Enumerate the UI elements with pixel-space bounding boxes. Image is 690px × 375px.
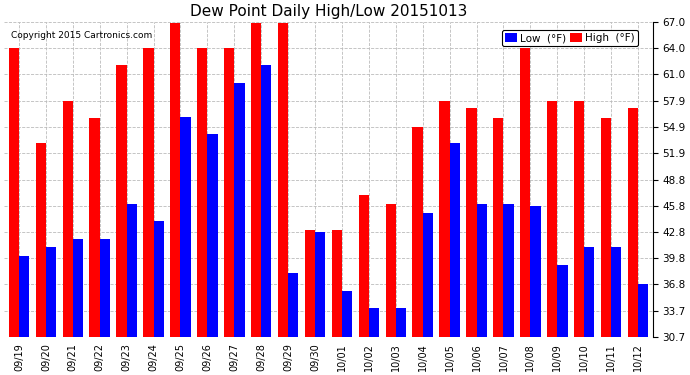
Bar — [342, 291, 352, 337]
Bar — [288, 273, 298, 337]
Legend: Low  (°F), High  (°F): Low (°F), High (°F) — [502, 30, 638, 46]
Bar — [601, 118, 611, 337]
Bar — [262, 65, 271, 337]
Bar — [208, 135, 217, 337]
Bar — [520, 48, 531, 337]
Bar — [90, 118, 100, 337]
Bar — [628, 108, 638, 337]
Bar — [369, 308, 379, 337]
Text: Copyright 2015 Cartronics.com: Copyright 2015 Cartronics.com — [10, 31, 152, 40]
Bar — [63, 100, 73, 337]
Bar — [73, 238, 83, 337]
Bar — [305, 230, 315, 337]
Bar — [170, 22, 181, 337]
Bar — [504, 204, 513, 337]
Bar — [493, 118, 504, 337]
Bar — [197, 48, 208, 337]
Bar — [144, 48, 154, 337]
Bar — [547, 100, 558, 337]
Bar — [36, 143, 46, 337]
Bar — [359, 195, 369, 337]
Bar — [19, 256, 29, 337]
Bar — [584, 247, 595, 337]
Bar — [396, 308, 406, 337]
Bar — [638, 284, 649, 337]
Bar — [9, 48, 19, 337]
Bar — [386, 204, 396, 337]
Bar — [127, 204, 137, 337]
Bar — [251, 22, 262, 337]
Bar — [235, 83, 244, 337]
Bar — [154, 221, 164, 337]
Bar — [46, 247, 56, 337]
Bar — [440, 100, 450, 337]
Bar — [181, 117, 190, 337]
Bar — [117, 65, 127, 337]
Bar — [477, 204, 486, 337]
Bar — [100, 238, 110, 337]
Bar — [224, 48, 235, 337]
Bar — [450, 143, 460, 337]
Bar — [332, 230, 342, 337]
Bar — [558, 265, 568, 337]
Bar — [315, 232, 325, 337]
Bar — [574, 100, 584, 337]
Bar — [531, 206, 541, 337]
Title: Dew Point Daily High/Low 20151013: Dew Point Daily High/Low 20151013 — [190, 4, 467, 19]
Bar — [423, 213, 433, 337]
Bar — [611, 247, 622, 337]
Bar — [466, 108, 477, 337]
Bar — [278, 22, 288, 337]
Bar — [413, 127, 423, 337]
